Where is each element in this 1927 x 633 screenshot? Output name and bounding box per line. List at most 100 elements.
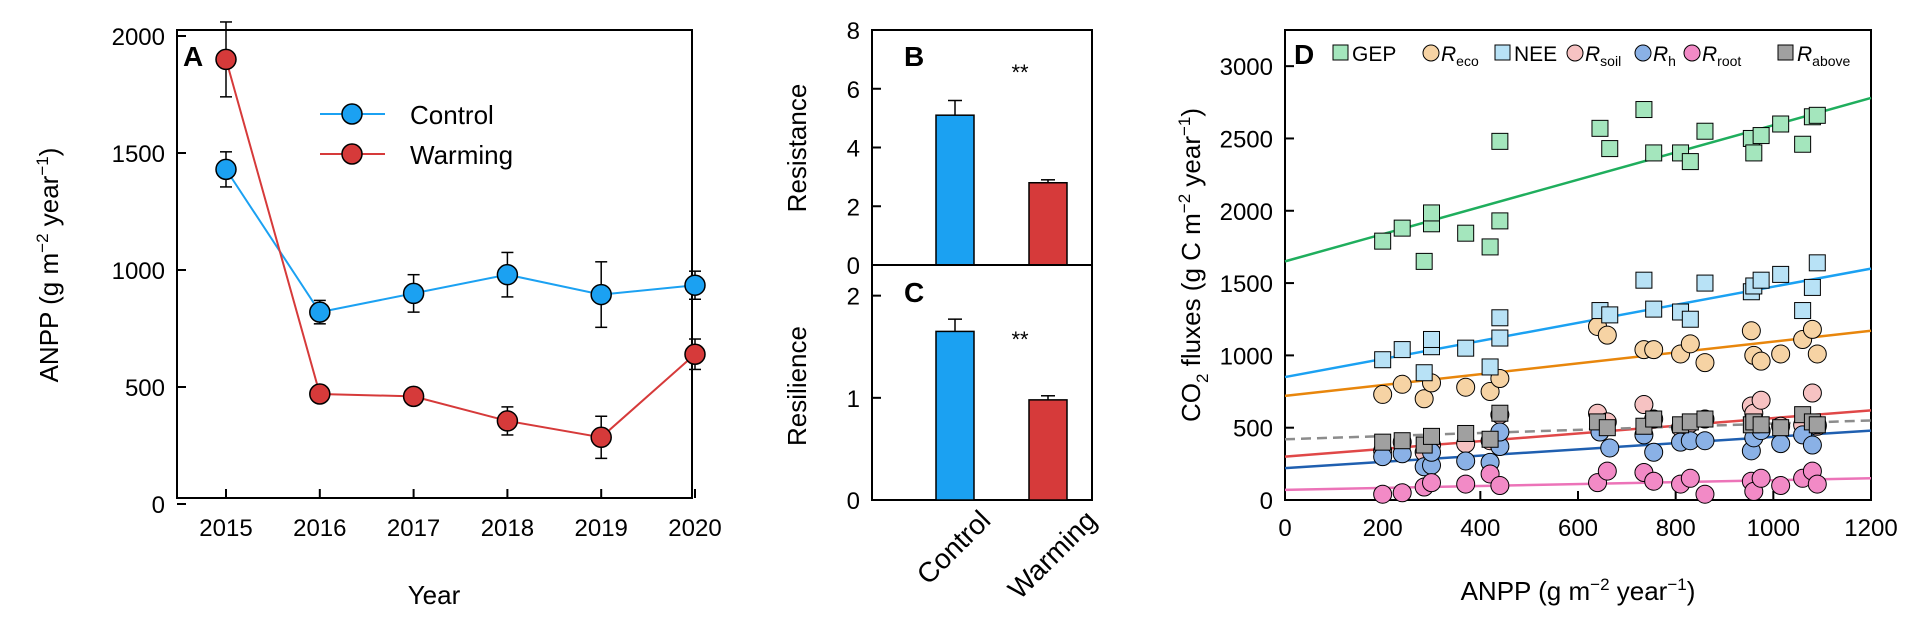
panel-c-xtick-control: Control (911, 504, 997, 590)
panel-c-ytick-label: 1 (847, 386, 860, 413)
point-gep (1601, 140, 1619, 158)
point-nee (1601, 306, 1619, 324)
panel-d-points (1373, 101, 1827, 504)
legend-rroot-marker (1683, 44, 1701, 62)
point-rh (1600, 438, 1620, 458)
panel-c-ytick-label: 2 (847, 284, 860, 311)
point-nee (1393, 341, 1411, 359)
point-gep (1745, 144, 1763, 162)
point-gep (1491, 212, 1509, 230)
point-rroot (1751, 468, 1771, 488)
legend-rh-label: Rh (1653, 43, 1676, 69)
point-rh (1644, 442, 1664, 462)
panel-a-xtick-label: 2015 (199, 515, 252, 542)
point-gep (1393, 219, 1411, 237)
point-nee (1803, 278, 1821, 296)
point-gep (1681, 153, 1699, 171)
series-line-control (225, 168, 696, 314)
panel-b-bar-control (935, 114, 975, 266)
point-reco (1771, 344, 1791, 364)
legend-rroot-label: Rroot (1702, 43, 1741, 69)
panel-d-xtick-label: 600 (1558, 515, 1598, 542)
panel-c-bar-control (935, 330, 975, 501)
panel-d-ytick-label: 1000 (1220, 343, 1273, 370)
panel-d-ytick-label: 2000 (1220, 199, 1273, 226)
panel-c-bars (935, 318, 1068, 501)
panel-d-xtick-label: 400 (1460, 515, 1500, 542)
panel-d-ytick-label: 0 (1260, 488, 1273, 515)
point-rroot (1695, 484, 1715, 504)
point-rroot (1490, 476, 1510, 496)
legend-warming-label: Warming (410, 140, 513, 170)
point-rroot (1422, 473, 1441, 493)
point-reco (1807, 344, 1827, 364)
point-nee (1457, 339, 1475, 357)
point-nee (1423, 330, 1440, 348)
panel-a-ylabel: ANPP (g m−2 year−1) (33, 148, 64, 383)
point-reco (1741, 321, 1761, 341)
panel-c-xtick-warming: Warming (1002, 504, 1102, 604)
point-nee (1491, 309, 1509, 327)
point-rsoil (1751, 390, 1771, 410)
panel-c-ylabel: Resilience (782, 326, 812, 446)
point-reco (1456, 377, 1476, 397)
point-rabove (1808, 416, 1826, 434)
point-reco (1644, 340, 1664, 360)
point-warming (402, 385, 425, 408)
panel-label-b: B (904, 41, 924, 72)
point-reco (1392, 374, 1412, 394)
panel-d-chart: 0 500 1000 1500 2000 2500 3000 0 200 400 600 800 10… (1175, 29, 1898, 606)
panel-c-bar-warming (1028, 399, 1068, 501)
panel-a-chart: 0 500 1000 1500 2000 2015 2016 2017 2018 2019 202… (33, 21, 722, 610)
panel-b-y-axis: 0 2 4 6 8 (847, 18, 881, 280)
point-rh (1771, 434, 1791, 454)
point-rh (1802, 435, 1822, 455)
point-control (496, 263, 519, 286)
panel-b-significance: ** (1011, 60, 1029, 85)
point-nee (1645, 300, 1663, 318)
panel-label-a: A (183, 41, 203, 72)
point-gep (1696, 122, 1714, 140)
point-rroot (1807, 474, 1827, 494)
point-reco (1414, 389, 1434, 409)
panel-b-ytick-label: 4 (847, 136, 860, 163)
point-control (590, 283, 612, 306)
point-rroot (1456, 474, 1476, 494)
point-control (684, 274, 706, 296)
panel-a-y-axis: 0 500 1000 1500 2000 (112, 24, 186, 519)
panel-c-chart: 0 1 2 C ** Resilience Control Warming (782, 264, 1102, 605)
legend-reco-label: Reco (1441, 43, 1479, 69)
panel-a-xtick-label: 2017 (387, 515, 440, 542)
point-nee (1808, 254, 1826, 272)
panel-a-ytick-label: 0 (152, 492, 165, 519)
point-gep (1457, 224, 1475, 242)
panel-d-xtick-label: 800 (1656, 515, 1696, 542)
point-rh (1695, 431, 1715, 451)
point-nee (1481, 358, 1499, 376)
panel-a-x-axis: 2015 2016 2017 2018 2019 2020 (199, 489, 722, 542)
panel-b-bar-warming (1028, 182, 1068, 266)
panel-a-xtick-label: 2019 (575, 515, 628, 542)
point-nee (1696, 274, 1714, 292)
point-rabove (1393, 432, 1411, 450)
point-warming (496, 410, 519, 432)
point-rabove (1423, 427, 1440, 445)
point-rsoil (1634, 395, 1654, 415)
panel-c-ytick-label: 0 (847, 488, 860, 515)
point-nee (1794, 302, 1812, 320)
panel-a-frame (176, 29, 693, 499)
point-reco (1480, 382, 1500, 402)
point-rabove (1681, 413, 1699, 431)
panel-b-ytick-label: 6 (847, 77, 860, 104)
point-gep (1635, 101, 1653, 119)
point-rroot (1597, 461, 1617, 481)
panel-a-xtick-label: 2016 (293, 515, 346, 542)
point-nee (1681, 310, 1699, 328)
legend-rsoil-marker (1566, 44, 1584, 62)
panel-a-legend: Control Warming (320, 100, 513, 170)
point-gep (1794, 135, 1812, 153)
point-rabove (1481, 430, 1499, 448)
point-gep (1645, 144, 1663, 162)
point-warming (309, 383, 331, 405)
point-rsoil (1802, 383, 1822, 403)
